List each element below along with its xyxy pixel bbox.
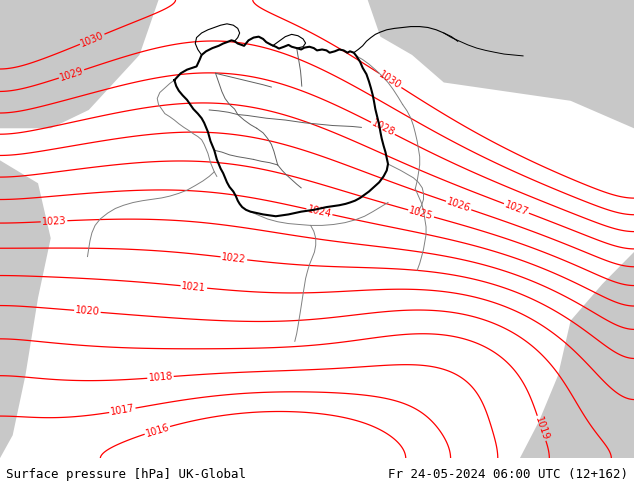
Text: Surface pressure [hPa] UK-Global: Surface pressure [hPa] UK-Global xyxy=(6,467,247,481)
Text: 1029: 1029 xyxy=(58,65,85,82)
Text: 1028: 1028 xyxy=(370,118,396,138)
Text: 1017: 1017 xyxy=(110,403,135,417)
Text: 1030: 1030 xyxy=(79,30,105,49)
Text: 1030: 1030 xyxy=(377,70,403,91)
Text: 1020: 1020 xyxy=(75,305,100,318)
Text: 1019: 1019 xyxy=(533,415,550,441)
Text: 1025: 1025 xyxy=(408,205,434,221)
Text: 1021: 1021 xyxy=(181,281,207,293)
Polygon shape xyxy=(0,160,51,458)
Text: Fr 24-05-2024 06:00 UTC (12+162): Fr 24-05-2024 06:00 UTC (12+162) xyxy=(387,467,628,481)
Text: 1022: 1022 xyxy=(221,252,247,265)
Text: 1018: 1018 xyxy=(148,371,173,383)
Polygon shape xyxy=(368,0,634,128)
Text: 1026: 1026 xyxy=(445,197,472,214)
Polygon shape xyxy=(520,252,634,458)
Text: 1016: 1016 xyxy=(144,422,171,439)
Text: 1024: 1024 xyxy=(306,204,332,220)
Text: 1023: 1023 xyxy=(41,216,67,227)
Text: 1027: 1027 xyxy=(503,199,530,218)
Polygon shape xyxy=(0,0,158,128)
